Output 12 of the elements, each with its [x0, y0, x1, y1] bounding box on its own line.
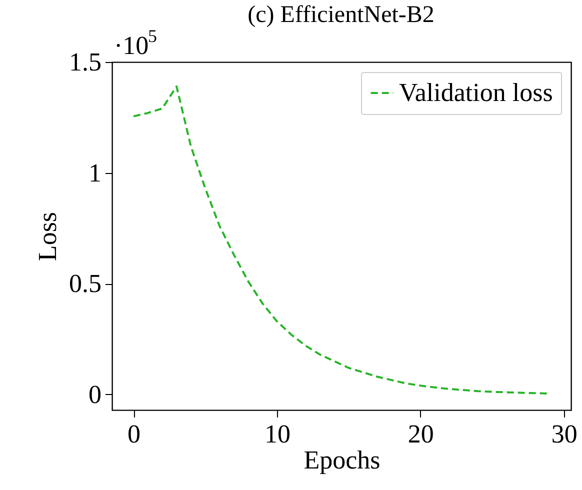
y-tick-label: 1: [88, 158, 102, 188]
y-tick-label: 0: [88, 380, 102, 409]
x-axis-title: Epochs: [304, 446, 380, 474]
y-tick-label: 0.5: [69, 269, 102, 298]
chart-title: (c) EfficientNet-B2: [248, 2, 434, 28]
x-tick-label: 10: [264, 420, 290, 448]
x-tick-label: 20: [408, 420, 434, 448]
x-tick-label: 30: [551, 420, 578, 448]
legend-label: Validation loss: [399, 78, 553, 107]
y-axis-title: Loss: [33, 212, 62, 262]
y-tick-label: 1.5: [69, 48, 102, 76]
x-tick-label: 0: [128, 420, 141, 448]
